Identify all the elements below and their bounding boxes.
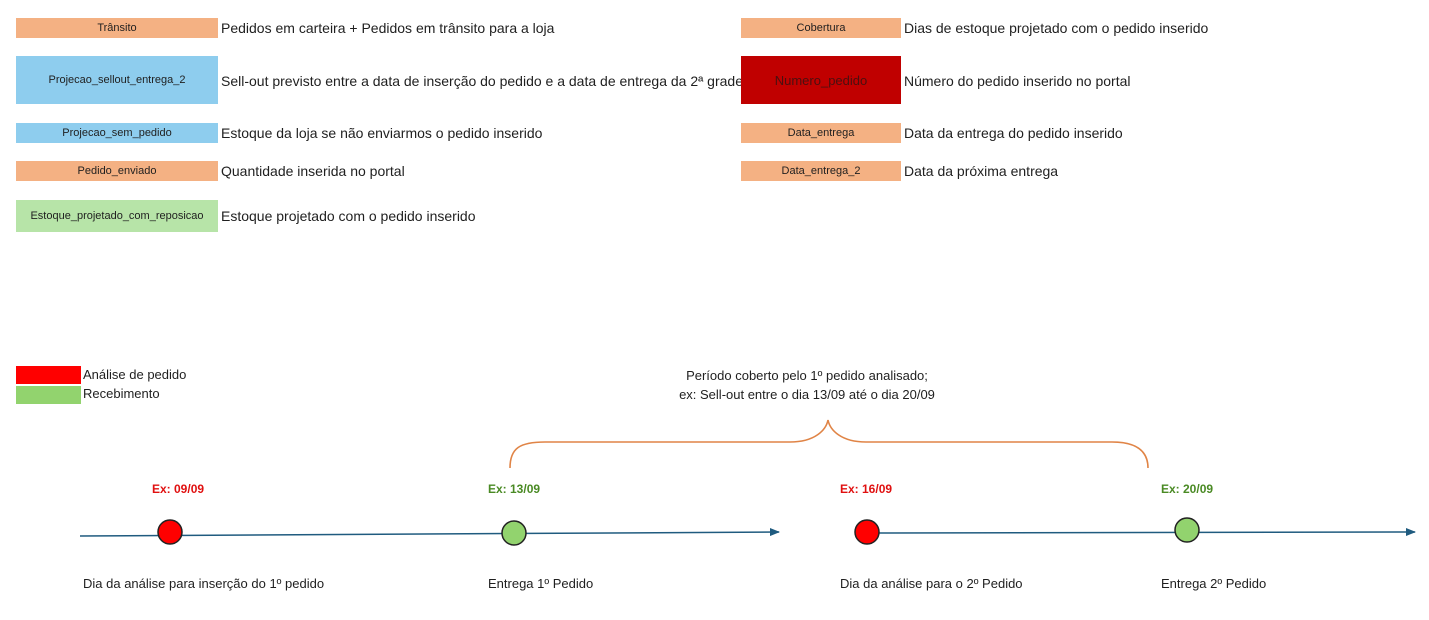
legend-label-analise: Análise de pedido <box>83 367 187 382</box>
date-label-2: Ex: 13/09 <box>488 482 541 496</box>
field-pedido-enviado: Pedido_enviado <box>16 161 218 181</box>
period-brace <box>509 419 1149 469</box>
period-line-1: Período coberto pelo 1º pedido analisado… <box>686 368 928 383</box>
period-text: Período coberto pelo 1º pedido analisado… <box>607 366 1007 404</box>
milestone-analise-1 <box>157 519 183 545</box>
legend-swatch-recebimento <box>16 386 81 404</box>
caption-1: Dia da análise para inserção do 1º pedid… <box>83 576 325 591</box>
desc-projecao-sem-pedido: Estoque da loja se não enviarmos o pedid… <box>221 125 543 141</box>
desc-pedido-enviado: Quantidade inserida no portal <box>221 163 405 179</box>
legend-swatch-analise <box>16 366 81 384</box>
milestone-entrega-1 <box>501 520 527 546</box>
field-cobertura: Cobertura <box>741 18 901 38</box>
period-line-2: ex: Sell-out entre o dia 13/09 até o dia… <box>679 387 935 402</box>
caption-3: Dia da análise para o 2º Pedido <box>840 576 1023 591</box>
date-label-3: Ex: 16/09 <box>840 482 893 496</box>
desc-transito: Pedidos em carteira + Pedidos em trânsit… <box>221 20 555 36</box>
timeline-line-1 <box>79 528 780 537</box>
desc-numero-pedido: Número do pedido inserido no portal <box>904 73 1131 89</box>
field-projecao-sellout-entrega-2: Projecao_sellout_entrega_2 <box>16 56 218 104</box>
milestone-analise-2 <box>854 519 880 545</box>
desc-projecao-sellout-entrega-2: Sell-out previsto entre a data de inserç… <box>221 73 743 89</box>
caption-4: Entrega 2º Pedido <box>1161 576 1267 591</box>
timeline-line-2 <box>865 528 1416 537</box>
desc-estoque-projetado-com-reposicao: Estoque projetado com o pedido inserido <box>221 208 476 224</box>
date-label-1: Ex: 09/09 <box>152 482 205 496</box>
field-transito: Trânsito <box>16 18 218 38</box>
field-numero-pedido: Numero_pedido <box>741 56 901 104</box>
desc-data-entrega: Data da entrega do pedido inserido <box>904 125 1123 141</box>
caption-2: Entrega 1º Pedido <box>488 576 594 591</box>
date-label-4: Ex: 20/09 <box>1161 482 1214 496</box>
desc-cobertura: Dias de estoque projetado com o pedido i… <box>904 20 1209 36</box>
field-data-entrega-2: Data_entrega_2 <box>741 161 901 181</box>
field-estoque-projetado-com-reposicao: Estoque_projetado_com_reposicao <box>16 200 218 232</box>
field-data-entrega: Data_entrega <box>741 123 901 143</box>
milestone-entrega-2 <box>1174 517 1200 543</box>
legend-label-recebimento: Recebimento <box>83 386 160 401</box>
field-projecao-sem-pedido: Projecao_sem_pedido <box>16 123 218 143</box>
desc-data-entrega-2: Data da próxima entrega <box>904 163 1059 179</box>
